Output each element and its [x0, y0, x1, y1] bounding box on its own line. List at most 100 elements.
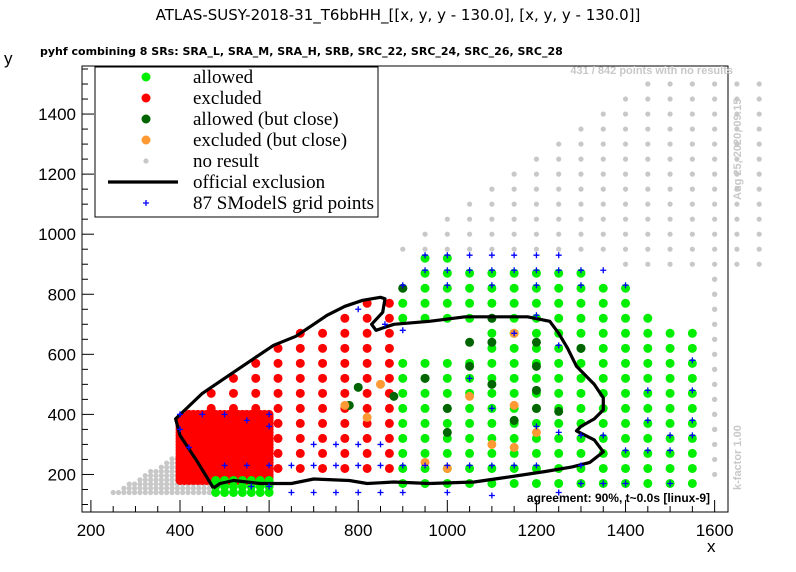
allowed-point [531, 448, 541, 458]
no-result-point [169, 460, 175, 466]
excluded-point [384, 313, 394, 323]
no-result-point [667, 126, 673, 132]
allowed-point [598, 313, 608, 323]
no-result-point [511, 231, 517, 237]
no-result-point [712, 216, 718, 222]
excluded-point [362, 463, 372, 473]
allowed-point [621, 328, 631, 338]
smodels-grid-point [221, 462, 228, 469]
excluded-point [273, 448, 283, 458]
no-result-point [734, 201, 740, 207]
no-result-point [734, 156, 740, 162]
no-result-point [126, 489, 132, 496]
no-result-point [712, 81, 718, 87]
legend-dot-marker [141, 135, 151, 145]
allowed-point [576, 298, 586, 308]
allowed-point [621, 388, 631, 398]
smodels-grid-point [422, 252, 429, 259]
excluded-point [340, 463, 350, 473]
smodels-grid-point [444, 252, 451, 259]
smodels-grid-point [667, 432, 674, 439]
excluded-point [340, 328, 350, 338]
allowed-point [442, 418, 452, 428]
smodels-grid-point [399, 489, 406, 496]
smodels-grid-point [600, 432, 607, 439]
no-result-point [148, 489, 154, 496]
allowed-close-point [442, 403, 452, 413]
allowed-point [598, 358, 608, 368]
no-result-point [712, 411, 718, 417]
no-result-point [645, 201, 651, 207]
excluded-point [362, 388, 372, 398]
allowed-point [576, 358, 586, 368]
allowed-point [531, 478, 541, 488]
allowed-point [687, 343, 697, 353]
no-result-point [712, 456, 718, 463]
no-result-point [185, 489, 191, 496]
excluded-close-point [340, 400, 350, 410]
smodels-grid-point [600, 267, 607, 274]
allowed-point [554, 418, 564, 428]
allowed-point [509, 358, 519, 368]
legend-entry: allowed (but close) [141, 109, 339, 130]
smodels-grid-point [355, 489, 362, 496]
allowed-point [643, 343, 653, 353]
no-result-point [556, 186, 562, 192]
allowed-point [643, 328, 653, 338]
no-result-point [734, 261, 740, 267]
legend-dot-marker [141, 114, 151, 124]
no-result-point [645, 96, 651, 102]
allowed-point [621, 373, 631, 383]
allowed-point [643, 463, 653, 473]
smodels-grid-point [288, 489, 295, 496]
x-axis-label: x [707, 537, 716, 556]
allowed-point [420, 403, 430, 413]
no-result-point [148, 485, 154, 491]
no-result-point [137, 481, 143, 487]
allowed-point [442, 298, 452, 308]
no-result-point [622, 126, 629, 132]
no-result-point [645, 216, 651, 222]
excluded-point [318, 328, 328, 338]
allowed-point [643, 388, 653, 398]
allowed-point [211, 475, 221, 485]
allowed-point [576, 268, 586, 278]
excluded-close-point [509, 442, 519, 452]
no-result-point [712, 426, 718, 433]
no-result-point [689, 186, 695, 192]
x-tick-label: 1000 [428, 521, 466, 540]
smodels-grid-point [466, 375, 473, 382]
excluded-close-point [362, 412, 372, 422]
no-result-point [148, 481, 154, 487]
no-result-point [645, 261, 651, 267]
allowed-point [554, 298, 564, 308]
no-result-point [185, 485, 191, 491]
allowed-point [398, 388, 408, 398]
chart-subtitle: pyhf combining 8 SRs: SRA_L, SRA_M, SRA_… [40, 45, 563, 58]
no-result-point [578, 231, 584, 237]
smodels-grid-point [689, 417, 696, 424]
excluded-close-point [531, 427, 541, 437]
agreement-note: agreement: 90%, t~0.0s [linux-9] [527, 491, 710, 505]
excluded-point [318, 403, 328, 413]
excluded-point [318, 343, 328, 353]
allowed-point [531, 298, 541, 308]
allowed-point [487, 268, 497, 278]
allowed-point [509, 388, 519, 398]
no-result-point [158, 489, 164, 496]
allowed-point [598, 343, 608, 353]
smodels-grid-point [488, 405, 495, 412]
smodels-grid-point [644, 387, 651, 394]
excluded-point [273, 403, 283, 413]
no-result-point [137, 477, 143, 483]
smodels-grid-point [310, 462, 317, 469]
no-result-point [467, 216, 473, 222]
no-result-point [712, 111, 718, 117]
no-result-point [169, 456, 175, 462]
excluded-point [228, 388, 238, 398]
no-result-point [148, 477, 154, 483]
excluded-point [362, 373, 372, 383]
allowed-point [531, 463, 541, 473]
allowed-point [598, 418, 608, 428]
allowed-point [687, 478, 697, 488]
